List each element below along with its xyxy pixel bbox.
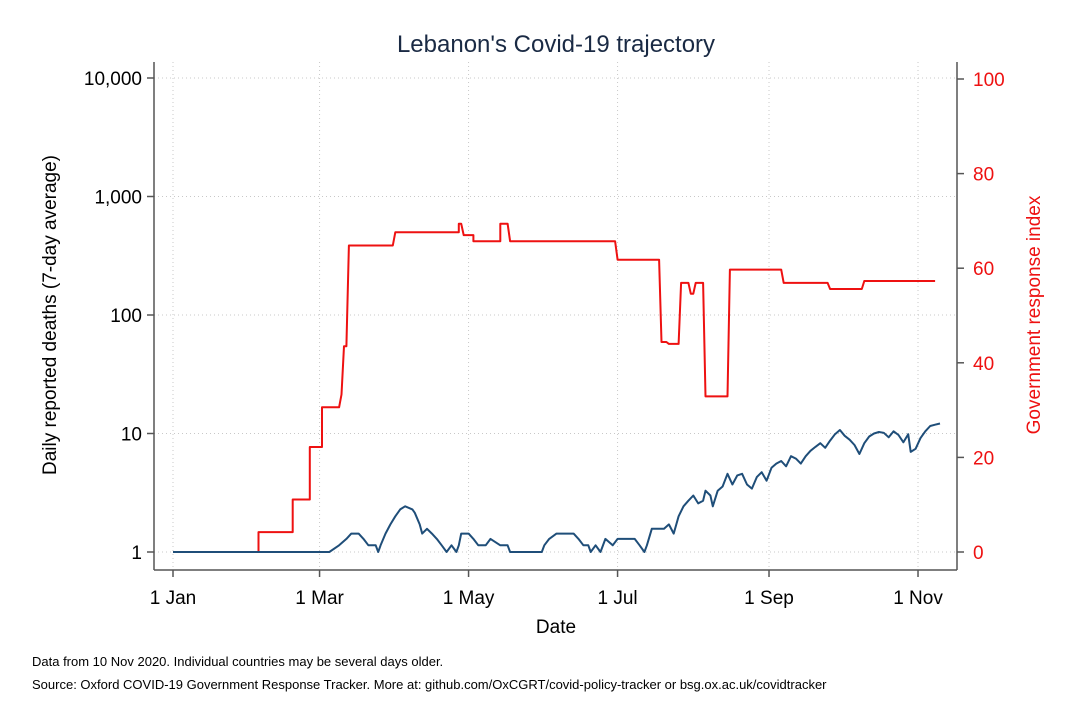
right-axis-label: Government response index: [1024, 195, 1045, 434]
right-axis-tick-label: 20: [973, 448, 994, 469]
right-axis-tick-label: 80: [973, 165, 994, 186]
x-axis-tick-label: 1 Sep: [744, 588, 794, 609]
series-line-deaths: [173, 422, 941, 553]
right-axis-tick-label: 40: [973, 354, 994, 375]
series-line-response-index: [173, 222, 936, 553]
left-axis-tick-label: 10,000: [84, 69, 142, 90]
gridlines: [154, 62, 957, 570]
left-axis-tick-label: 1: [131, 543, 142, 564]
series-lines: [173, 222, 941, 553]
x-axis-tick-label: 1 Mar: [295, 588, 344, 609]
x-axis-tick-label: 1 Jan: [150, 588, 196, 609]
x-axis-tick-label: 1 May: [443, 588, 495, 609]
chart-title: Lebanon's Covid-19 trajectory: [397, 31, 715, 58]
x-axis-label: Date: [536, 617, 576, 638]
axes: 1 10 100 1,000 10,000 0 20 40 60 80 100 1 Jan 1 Mar 1…: [84, 62, 1005, 609]
right-axis-tick-label: 0: [973, 543, 984, 564]
data-date-note: Data from 10 Nov 2020. Individual countr…: [32, 654, 444, 669]
left-axis-tick-label: 10: [121, 425, 142, 446]
right-axis-tick-label: 100: [973, 70, 1005, 91]
source-note: Source: Oxford COVID-19 Government Respo…: [32, 677, 827, 692]
x-axis-tick-label: 1 Nov: [893, 588, 943, 609]
left-axis-label: Daily reported deaths (7-day average): [40, 155, 61, 475]
right-axis-tick-label: 60: [973, 259, 994, 280]
left-axis-tick-label: 100: [110, 306, 142, 327]
left-axis-tick-label: 1,000: [94, 188, 142, 209]
x-axis-tick-label: 1 Jul: [597, 588, 637, 609]
